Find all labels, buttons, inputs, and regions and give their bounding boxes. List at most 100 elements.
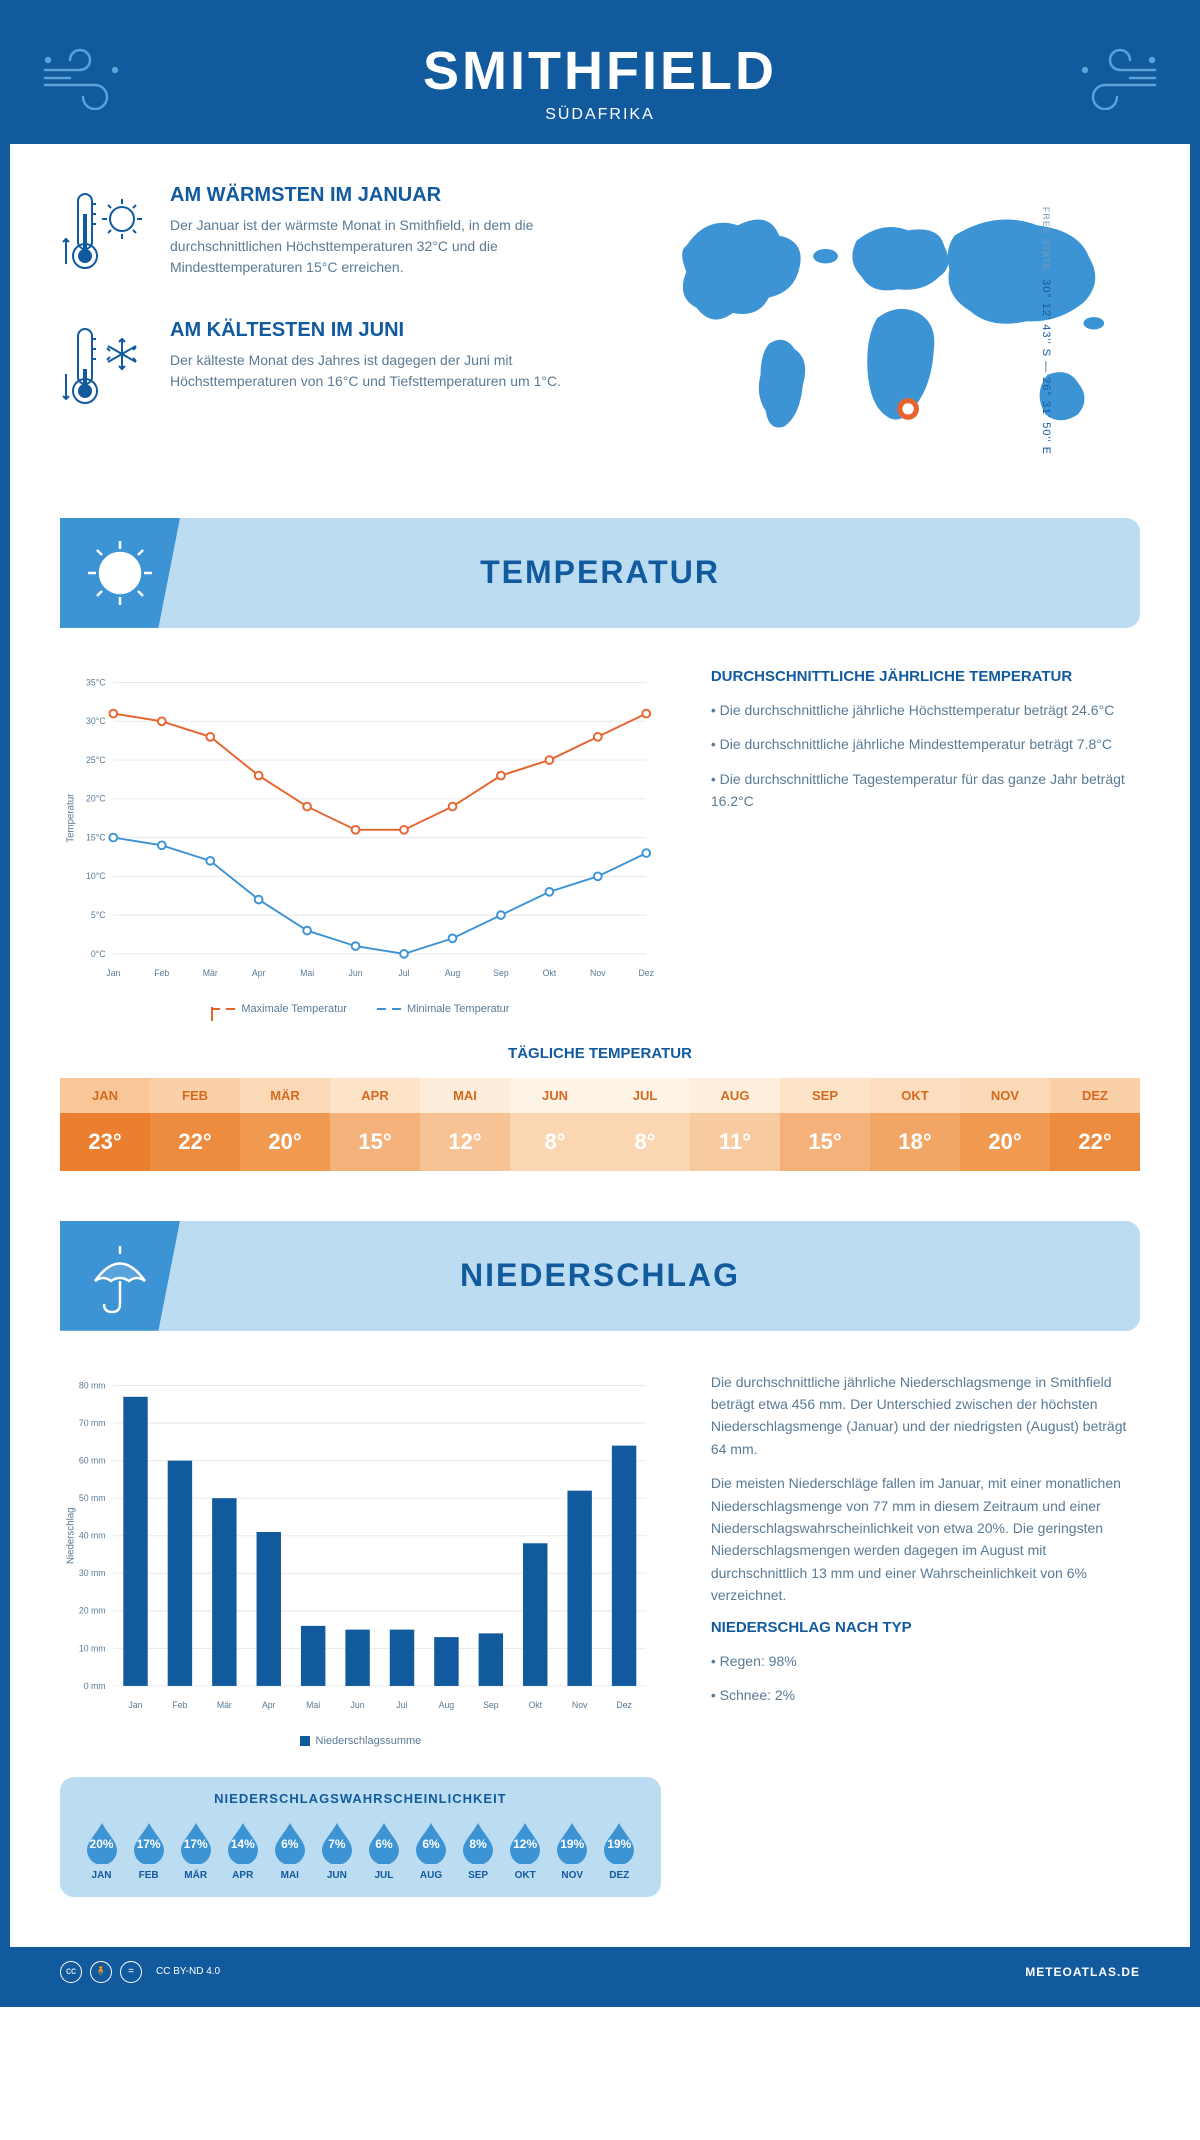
text-line: • Schnee: 2% — [711, 1684, 1140, 1706]
svg-text:Apr: Apr — [252, 968, 266, 978]
prob-cell: 7% JUN — [315, 1820, 358, 1881]
license-icons: cc 🧍 = CC BY-ND 4.0 — [60, 1961, 220, 1983]
prob-cell: 6% JUL — [362, 1820, 405, 1881]
svg-text:Mai: Mai — [300, 968, 314, 978]
table-cell: 12° — [420, 1113, 510, 1171]
table-cell: 22° — [150, 1113, 240, 1171]
svg-text:Jan: Jan — [106, 968, 120, 978]
cc-icon: cc — [60, 1961, 82, 1983]
svg-text:35°C: 35°C — [86, 677, 105, 687]
table-header: AUG — [690, 1078, 780, 1113]
prob-cell: 6% AUG — [409, 1820, 452, 1881]
svg-text:Aug: Aug — [439, 1700, 455, 1710]
prob-heading: NIEDERSCHLAGSWAHRSCHEINLICHKEIT — [80, 1791, 641, 1806]
table-header: SEP — [780, 1078, 870, 1113]
umbrella-icon — [60, 1221, 180, 1331]
svg-text:60 mm: 60 mm — [79, 1455, 106, 1465]
svg-text:Sep: Sep — [493, 968, 509, 978]
svg-text:10°C: 10°C — [86, 871, 105, 881]
section-heading: TEMPERATUR — [480, 554, 720, 591]
table-header: FEB — [150, 1078, 240, 1113]
prob-cell: 8% SEP — [457, 1820, 500, 1881]
table-cell: 8° — [510, 1113, 600, 1171]
prob-cell: 20% JAN — [80, 1820, 123, 1881]
svg-text:Nov: Nov — [590, 968, 606, 978]
table-header: MÄR — [240, 1078, 330, 1113]
fact-warmest: AM WÄRMSTEN IM JANUAR Der Januar ist der… — [60, 184, 605, 289]
svg-text:Dez: Dez — [639, 968, 655, 978]
wind-icon — [40, 40, 130, 115]
fact-body: Der kälteste Monat des Jahres ist dagege… — [170, 350, 605, 392]
chart-legend: Niederschlagssumme — [60, 1735, 661, 1747]
svg-text:40 mm: 40 mm — [79, 1530, 106, 1540]
text-line: • Die durchschnittliche Tagestemperatur … — [711, 768, 1140, 813]
svg-text:Okt: Okt — [543, 968, 557, 978]
table-header: OKT — [870, 1078, 960, 1113]
table-header: JAN — [60, 1078, 150, 1113]
wind-icon — [1070, 40, 1160, 115]
table-header: NOV — [960, 1078, 1050, 1113]
prob-cell: 19% NOV — [551, 1820, 594, 1881]
svg-text:Okt: Okt — [528, 1700, 542, 1710]
license-label: CC BY-ND 4.0 — [156, 1961, 220, 1983]
temperature-line-chart: 0°C5°C10°C15°C20°C25°C30°C35°CJanFebMärA… — [60, 668, 661, 988]
sub-heading: TÄGLICHE TEMPERATUR — [60, 1045, 1140, 1062]
svg-text:30°C: 30°C — [86, 716, 105, 726]
coordinates: FREE STATE 30° 12' 43'' S — 26° 31' 50''… — [1040, 207, 1052, 455]
page-title: SMITHFIELD — [30, 40, 1170, 102]
nd-icon: = — [120, 1961, 142, 1983]
svg-text:10 mm: 10 mm — [79, 1643, 106, 1653]
svg-text:50 mm: 50 mm — [79, 1493, 106, 1503]
table-cell: 23° — [60, 1113, 150, 1171]
table-cell: 15° — [330, 1113, 420, 1171]
svg-text:Jun: Jun — [351, 1700, 365, 1710]
svg-text:Nov: Nov — [572, 1700, 588, 1710]
page-footer: cc 🧍 = CC BY-ND 4.0 METEOATLAS.DE — [10, 1947, 1190, 1997]
svg-text:Feb: Feb — [154, 968, 169, 978]
svg-text:Jul: Jul — [398, 968, 409, 978]
text-heading: NIEDERSCHLAG NACH TYP — [711, 1619, 1140, 1636]
text-heading: DURCHSCHNITTLICHE JÄHRLICHE TEMPERATUR — [711, 668, 1140, 685]
thermometer-sun-icon — [60, 184, 150, 289]
site-name: METEOATLAS.DE — [1025, 1965, 1140, 1979]
world-map — [645, 184, 1140, 473]
svg-text:80 mm: 80 mm — [79, 1380, 106, 1390]
svg-text:Jun: Jun — [349, 968, 363, 978]
fact-title: AM WÄRMSTEN IM JANUAR — [170, 184, 605, 207]
svg-text:0 mm: 0 mm — [84, 1681, 106, 1691]
text-line: Die durchschnittliche jährliche Niedersc… — [711, 1371, 1140, 1461]
text-line: • Regen: 98% — [711, 1650, 1140, 1672]
prob-cell: 17% FEB — [127, 1820, 170, 1881]
table-cell: 20° — [960, 1113, 1050, 1171]
svg-text:Sep: Sep — [483, 1700, 499, 1710]
table-cell: 20° — [240, 1113, 330, 1171]
svg-text:70 mm: 70 mm — [79, 1418, 106, 1428]
svg-text:5°C: 5°C — [91, 910, 106, 920]
section-banner-precipitation: NIEDERSCHLAG — [60, 1221, 1140, 1331]
svg-text:Aug: Aug — [445, 968, 461, 978]
table-header: JUL — [600, 1078, 690, 1113]
fact-title: AM KÄLTESTEN IM JUNI — [170, 319, 605, 342]
prob-cell: 19% DEZ — [598, 1820, 641, 1881]
svg-text:Mai: Mai — [306, 1700, 320, 1710]
svg-text:15°C: 15°C — [86, 832, 105, 842]
text-line: • Die durchschnittliche jährliche Höchst… — [711, 699, 1140, 721]
svg-text:Niederschlag: Niederschlag — [66, 1507, 77, 1564]
prob-cell: 14% APR — [221, 1820, 264, 1881]
by-icon: 🧍 — [90, 1961, 112, 1983]
svg-text:20°C: 20°C — [86, 794, 105, 804]
table-cell: 22° — [1050, 1113, 1140, 1171]
page-subtitle: SÜDAFRIKA — [30, 106, 1170, 124]
daily-temp-table: JANFEBMÄRAPRMAIJUNJULAUGSEPOKTNOVDEZ23°2… — [60, 1078, 1140, 1171]
svg-text:Mär: Mär — [217, 1700, 232, 1710]
fact-coldest: AM KÄLTESTEN IM JUNI Der kälteste Monat … — [60, 319, 605, 424]
svg-text:0°C: 0°C — [91, 949, 106, 959]
table-header: DEZ — [1050, 1078, 1140, 1113]
table-header: MAI — [420, 1078, 510, 1113]
table-header: JUN — [510, 1078, 600, 1113]
svg-text:Jan: Jan — [128, 1700, 142, 1710]
svg-text:30 mm: 30 mm — [79, 1568, 106, 1578]
page-header: SMITHFIELD SÜDAFRIKA — [10, 10, 1190, 144]
svg-text:Temperatur: Temperatur — [66, 793, 77, 843]
prob-cell: 12% OKT — [504, 1820, 547, 1881]
